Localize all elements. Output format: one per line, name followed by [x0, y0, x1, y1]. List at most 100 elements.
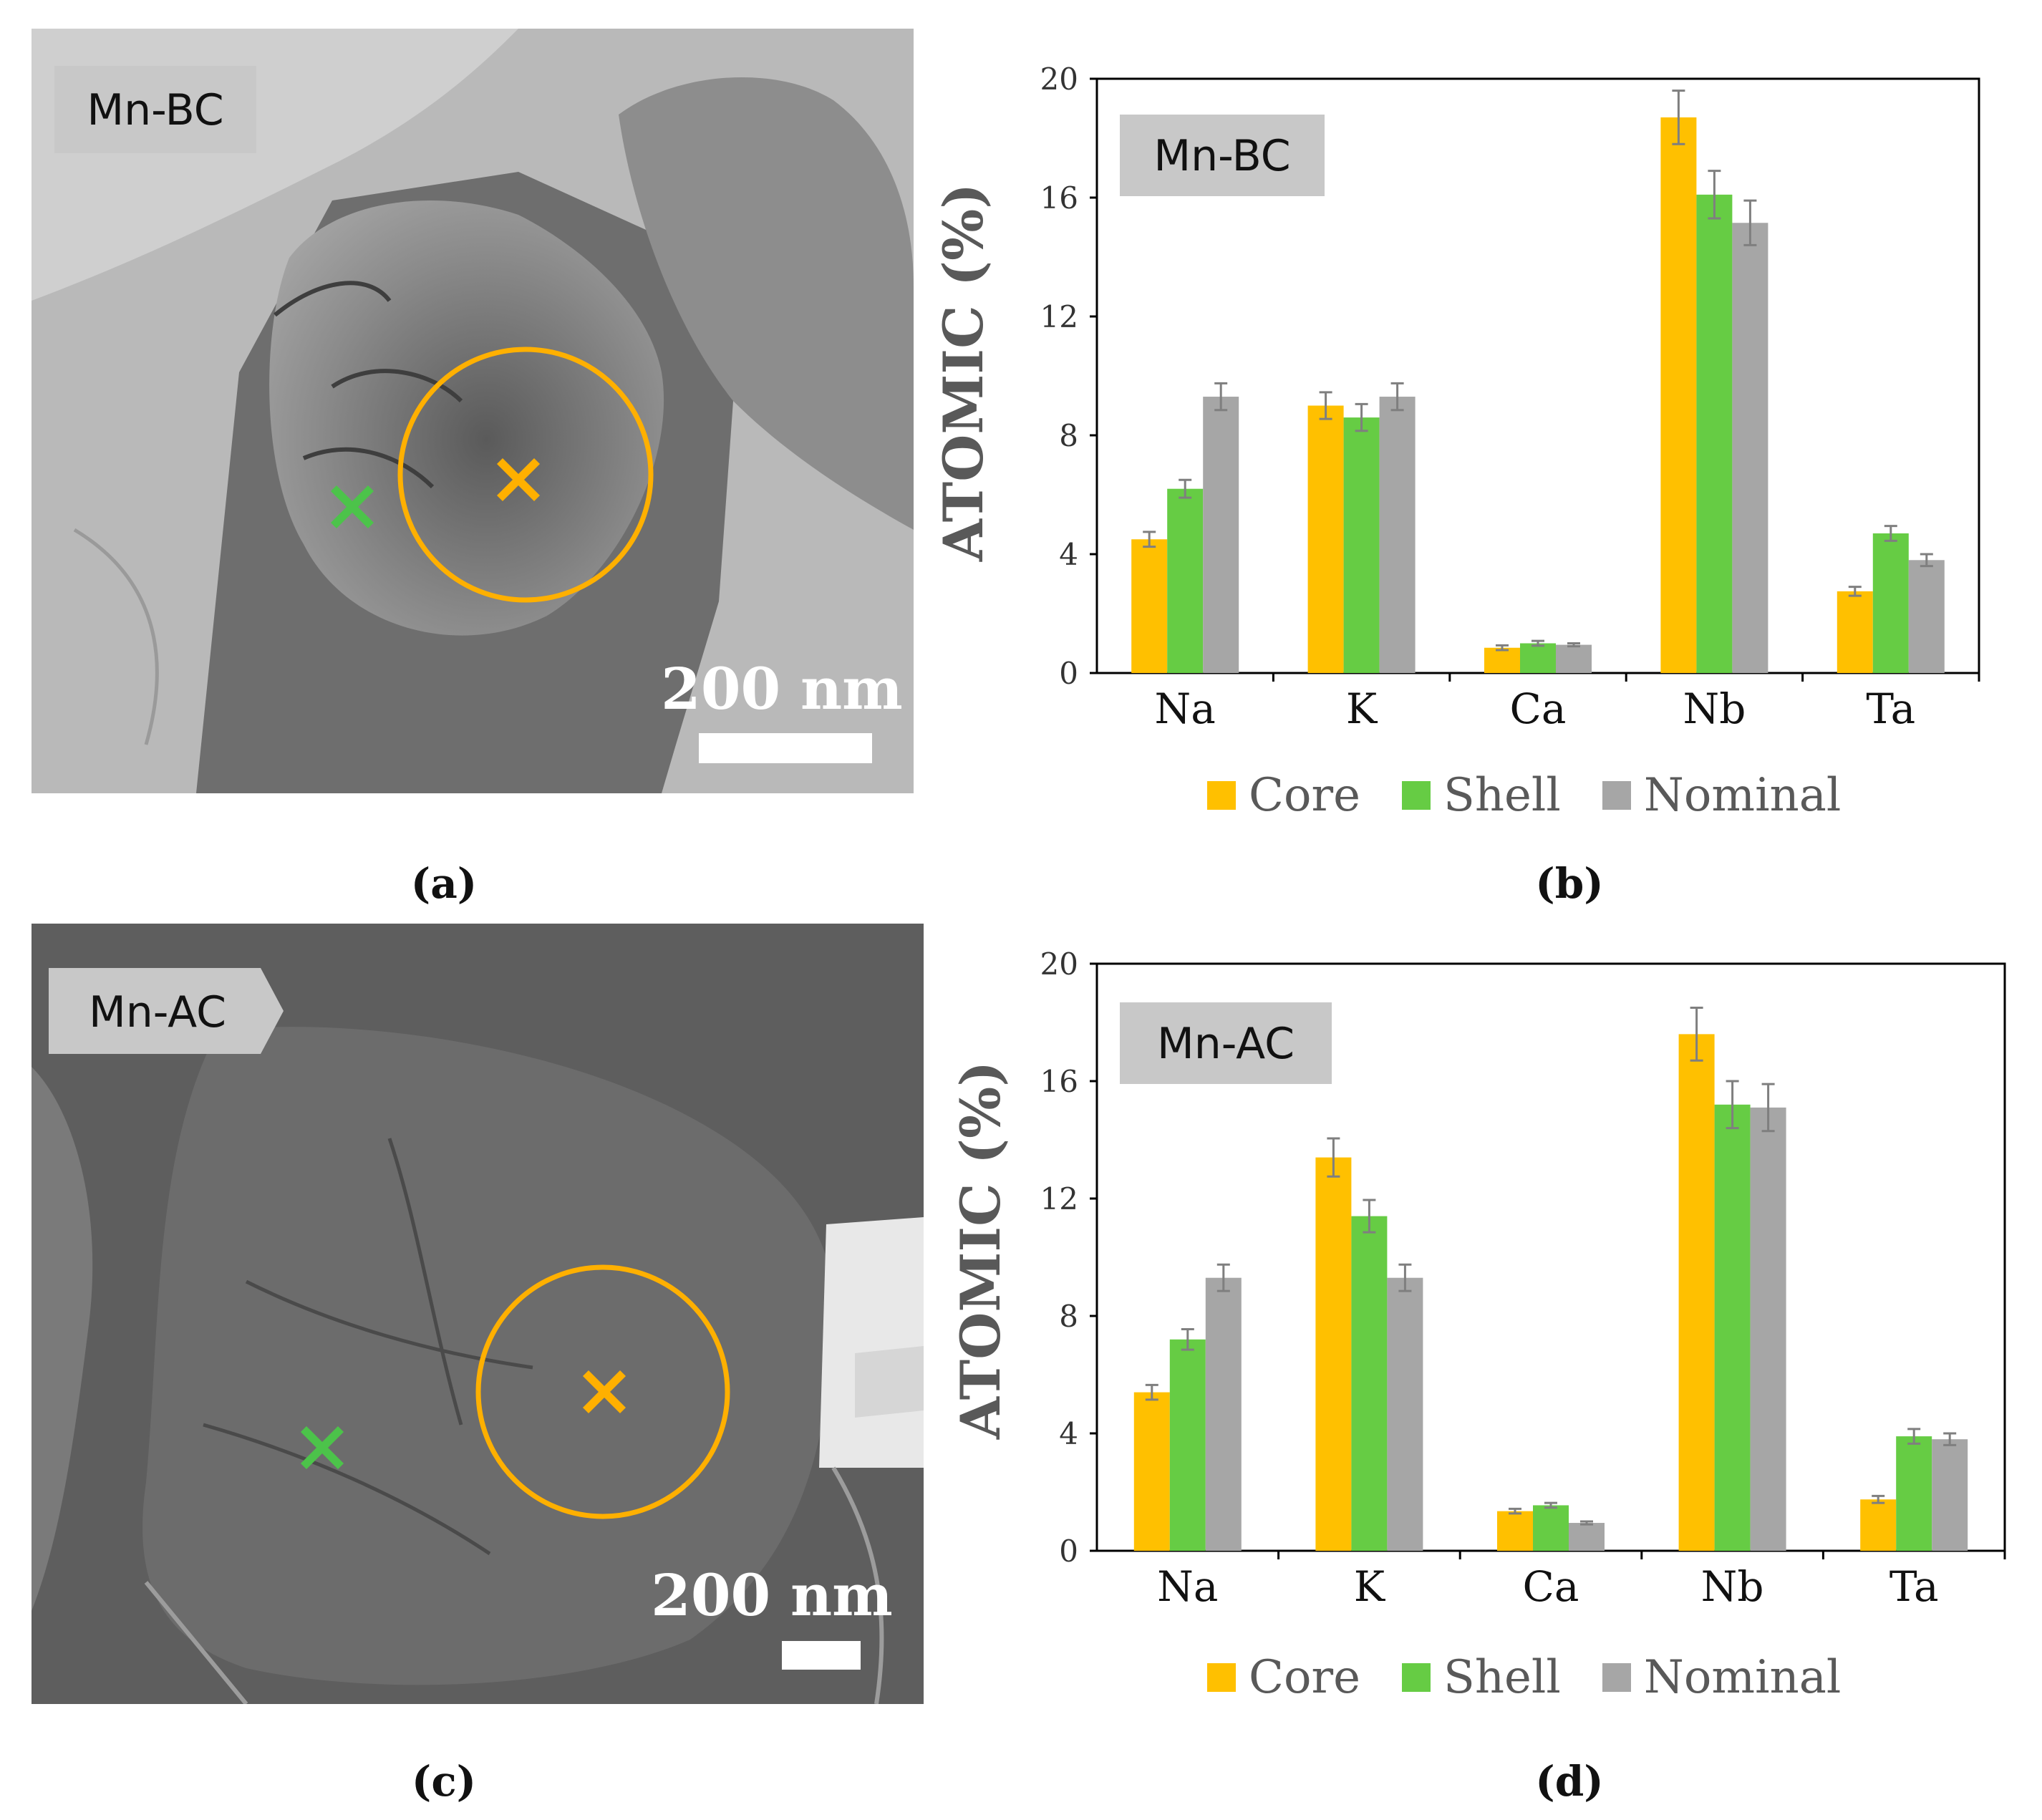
legend-label-shell: Shell — [1443, 769, 1561, 822]
tem-image-mn-ac: Mn-AC 200 nm — [32, 924, 924, 1704]
bar-core — [1860, 1499, 1897, 1551]
legend-swatch-shell — [1401, 1663, 1431, 1692]
bar-shell — [1896, 1436, 1932, 1551]
bar-chart-mn-bc: 0 4 8 12 16 20 ATOMIC (%) Na K Ca Nb Ta Mn-BC — [932, 62, 1980, 733]
shell-marker-icon — [301, 1426, 344, 1469]
bar-shell — [1167, 488, 1204, 673]
bar-core — [1484, 647, 1520, 673]
legend-item-nominal: Nominal — [1602, 1651, 1842, 1704]
x-tick-label: Na — [1157, 1562, 1218, 1611]
x-tick-label: K — [1354, 1562, 1386, 1611]
y-tick-label: 0 — [1059, 1534, 1078, 1569]
panel-label-d: (d) — [1535, 1757, 1604, 1806]
inset-label-box — [1120, 1002, 1332, 1084]
legend-label-nominal: Nominal — [1643, 769, 1842, 822]
x-tick-label: Nb — [1701, 1562, 1764, 1611]
legend-label-core: Core — [1249, 769, 1360, 822]
legend-swatch-nominal — [1602, 781, 1631, 810]
bar-nominal — [1750, 1107, 1786, 1551]
bar-core — [1133, 1392, 1170, 1551]
y-tick-label: 8 — [1059, 418, 1078, 453]
scale-bar — [782, 1641, 861, 1670]
bar-nominal — [1932, 1439, 1968, 1551]
tem-image-mn-bc: Mn-BC 200 nm — [32, 29, 914, 793]
scale-bar-text: 200 nm — [661, 655, 903, 722]
legend-item-shell: Shell — [1401, 1651, 1561, 1704]
bar-core — [1678, 1034, 1715, 1551]
bar-nominal — [1569, 1523, 1605, 1551]
scale-bar — [699, 733, 872, 763]
panel-label-a: (a) — [410, 859, 478, 908]
bar-core — [1315, 1157, 1352, 1551]
bar-core — [1131, 539, 1168, 673]
bar-shell — [1520, 643, 1556, 673]
shell-marker-icon — [331, 485, 374, 528]
y-axis-label: ATOMIC (%) — [932, 183, 995, 562]
core-region-circle — [475, 1264, 730, 1519]
core-region-circle — [397, 347, 654, 603]
y-tick-label: 8 — [1059, 1299, 1078, 1334]
bar-nominal — [1908, 560, 1945, 673]
inset-label-box — [1120, 115, 1325, 196]
bar-nominal — [1732, 223, 1768, 673]
bar-nominal — [1387, 1277, 1423, 1551]
y-tick-label: 20 — [1040, 947, 1078, 982]
bar-shell — [1696, 194, 1733, 674]
bar-nominal — [1205, 1277, 1242, 1551]
sample-label: Mn-AC — [89, 987, 226, 1037]
legend-item-shell: Shell — [1401, 769, 1561, 822]
x-tick-label: Nb — [1683, 684, 1746, 733]
panel-label-c: (c) — [411, 1757, 477, 1806]
bar-shell — [1169, 1339, 1206, 1551]
legend-item-core: Core — [1207, 769, 1360, 822]
x-tick-label: Na — [1155, 684, 1216, 733]
legend-label-core: Core — [1249, 1651, 1360, 1704]
core-marker-icon — [583, 1370, 626, 1413]
y-tick-label: 20 — [1040, 62, 1078, 97]
x-tick-label: Ca — [1523, 1562, 1579, 1611]
legend-item-nominal: Nominal — [1602, 769, 1842, 822]
y-tick-label: 12 — [1040, 299, 1078, 334]
inset-label: Mn-AC — [1157, 1019, 1295, 1069]
legend-swatch-shell — [1401, 781, 1431, 810]
bar-shell — [1351, 1216, 1388, 1551]
sample-label-box — [54, 66, 256, 153]
legend-item-core: Core — [1207, 1651, 1360, 1704]
legend-swatch-core — [1207, 781, 1236, 810]
y-tick-label: 4 — [1059, 1416, 1078, 1451]
legend-swatch-core — [1207, 1663, 1236, 1692]
bar-core — [1307, 405, 1344, 673]
sample-label-box — [49, 968, 284, 1054]
bar-nominal — [1556, 644, 1592, 673]
legend-mn-ac: Core Shell Nominal — [1207, 1651, 1882, 1704]
scale-bar-text: 200 nm — [651, 1562, 893, 1629]
x-tick-label: Ta — [1866, 684, 1915, 733]
x-tick-label: Ta — [1889, 1562, 1939, 1611]
y-tick-label: 4 — [1059, 537, 1078, 572]
sample-label: Mn-BC — [87, 85, 223, 135]
panel-label-b: (b) — [1535, 859, 1604, 908]
y-tick-label: 0 — [1059, 656, 1078, 691]
y-tick-label: 16 — [1040, 180, 1078, 216]
inset-label: Mn-BC — [1153, 131, 1290, 181]
bar-core — [1497, 1511, 1533, 1551]
legend-swatch-nominal — [1602, 1663, 1631, 1692]
core-marker-icon — [497, 458, 540, 501]
legend-mn-bc: Core Shell Nominal — [1207, 769, 1882, 822]
bar-shell — [1872, 533, 1909, 673]
legend-label-shell: Shell — [1443, 1651, 1561, 1704]
bar-nominal — [1203, 397, 1239, 673]
bar-core — [1837, 591, 1873, 673]
tem-micrograph-mn-bc: Mn-BC 200 nm — [32, 29, 914, 793]
bar-shell — [1533, 1505, 1569, 1551]
legend-label-nominal: Nominal — [1643, 1651, 1842, 1704]
bar-shell — [1714, 1104, 1751, 1551]
tem-micrograph-mn-ac: Mn-AC 200 nm — [32, 924, 924, 1704]
bar-core — [1660, 117, 1697, 673]
x-tick-label: Ca — [1510, 684, 1567, 733]
y-tick-label: 16 — [1040, 1064, 1078, 1099]
x-tick-label: K — [1346, 684, 1378, 733]
y-tick-label: 12 — [1040, 1181, 1078, 1216]
bar-nominal — [1379, 397, 1416, 673]
